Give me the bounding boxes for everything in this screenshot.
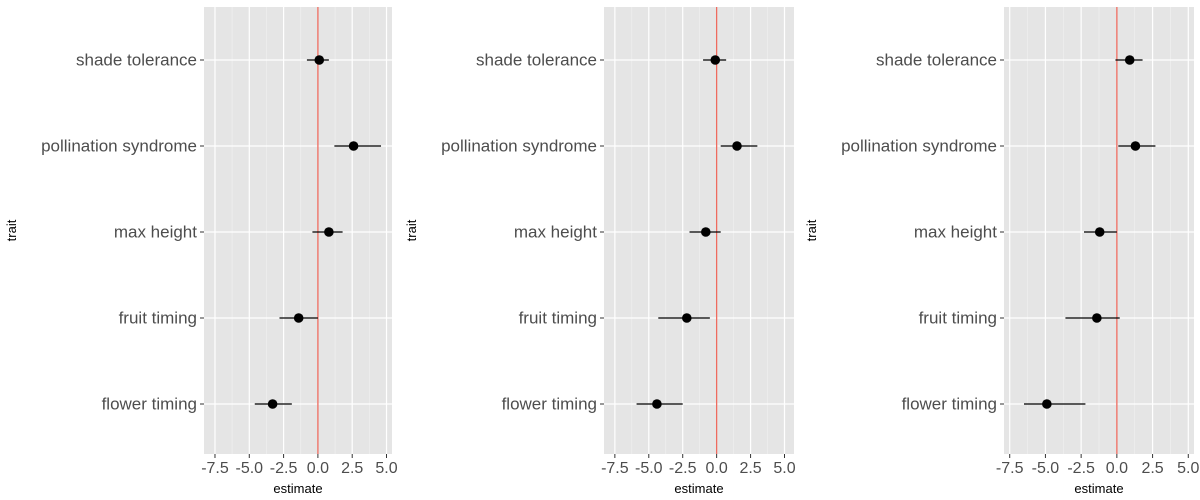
y-axis-title: trait	[404, 219, 419, 241]
category-label: shade tolerance	[876, 51, 997, 70]
category-label: shade tolerance	[476, 51, 597, 70]
x-tick-label: 5.0	[375, 460, 397, 477]
category-label: fruit timing	[119, 309, 197, 328]
x-tick-label: 5.0	[1177, 460, 1199, 477]
estimate-point	[652, 399, 662, 409]
estimate-point	[348, 141, 359, 151]
x-axis-title: estimate	[273, 481, 322, 496]
x-tick-label: -5.0	[235, 460, 263, 477]
estimate-point	[1094, 227, 1105, 237]
category-label: pollination syndrome	[441, 137, 597, 156]
estimate-point	[1124, 55, 1135, 65]
chart-panel-3: -7.5 -5.0 -2.5 0.0 2.5 5.0 shade tolerance poll…	[804, 7, 1200, 496]
y-axis-title: trait	[804, 219, 819, 241]
panel-background	[204, 7, 392, 454]
x-tick-label: -2.5	[270, 460, 298, 477]
x-tick-label: -2.5	[1067, 460, 1095, 477]
x-tick-label: -7.5	[601, 460, 629, 477]
category-label: pollination syndrome	[841, 137, 997, 156]
category-label: shade tolerance	[76, 51, 197, 70]
x-tick-label: -7.5	[201, 460, 229, 477]
x-tick-label: 2.5	[1141, 460, 1163, 477]
category-label: flower timing	[102, 395, 197, 414]
category-label: fruit timing	[919, 309, 997, 328]
estimate-point	[1130, 141, 1141, 151]
x-tick-label: 5.0	[773, 460, 795, 477]
estimate-point	[681, 313, 692, 323]
category-label: fruit timing	[519, 309, 597, 328]
estimate-point	[700, 227, 711, 237]
x-axis-title: estimate	[674, 481, 723, 496]
x-tick-label: 0.0	[706, 460, 728, 477]
chart-panel-2: -7.5 -5.0 -2.5 0.0 2.5 5.0 shade tolerance poll…	[404, 7, 796, 496]
x-axis-title: estimate	[1074, 481, 1123, 496]
x-tick-label: -5.0	[1032, 460, 1060, 477]
estimate-point	[314, 55, 325, 65]
x-tick-label: -7.5	[996, 460, 1024, 477]
estimate-point	[324, 227, 334, 237]
x-tick-label: 0.0	[1106, 460, 1128, 477]
chart-panel-1: -7.5 -5.0 -2.5 0.0 2.5 5.0 shade tolerance poll…	[4, 7, 398, 496]
panel-background	[604, 7, 794, 454]
x-tick-label: 0.0	[307, 460, 329, 477]
category-label: max height	[914, 223, 997, 242]
category-label: flower timing	[902, 395, 997, 414]
estimate-point	[267, 399, 278, 409]
category-label: flower timing	[502, 395, 597, 414]
estimate-point	[293, 313, 304, 323]
x-tick-label: 2.5	[341, 460, 363, 477]
estimate-point	[710, 55, 721, 65]
estimate-point	[1042, 399, 1052, 409]
category-label: max height	[114, 223, 197, 242]
x-tick-label: -2.5	[669, 460, 697, 477]
estimate-point	[1092, 313, 1102, 323]
category-label: pollination syndrome	[41, 137, 197, 156]
category-label: max height	[514, 223, 597, 242]
y-axis-title: trait	[4, 219, 19, 241]
x-tick-label: -5.0	[635, 460, 663, 477]
x-tick-label: 2.5	[739, 460, 761, 477]
estimate-point	[732, 141, 742, 151]
